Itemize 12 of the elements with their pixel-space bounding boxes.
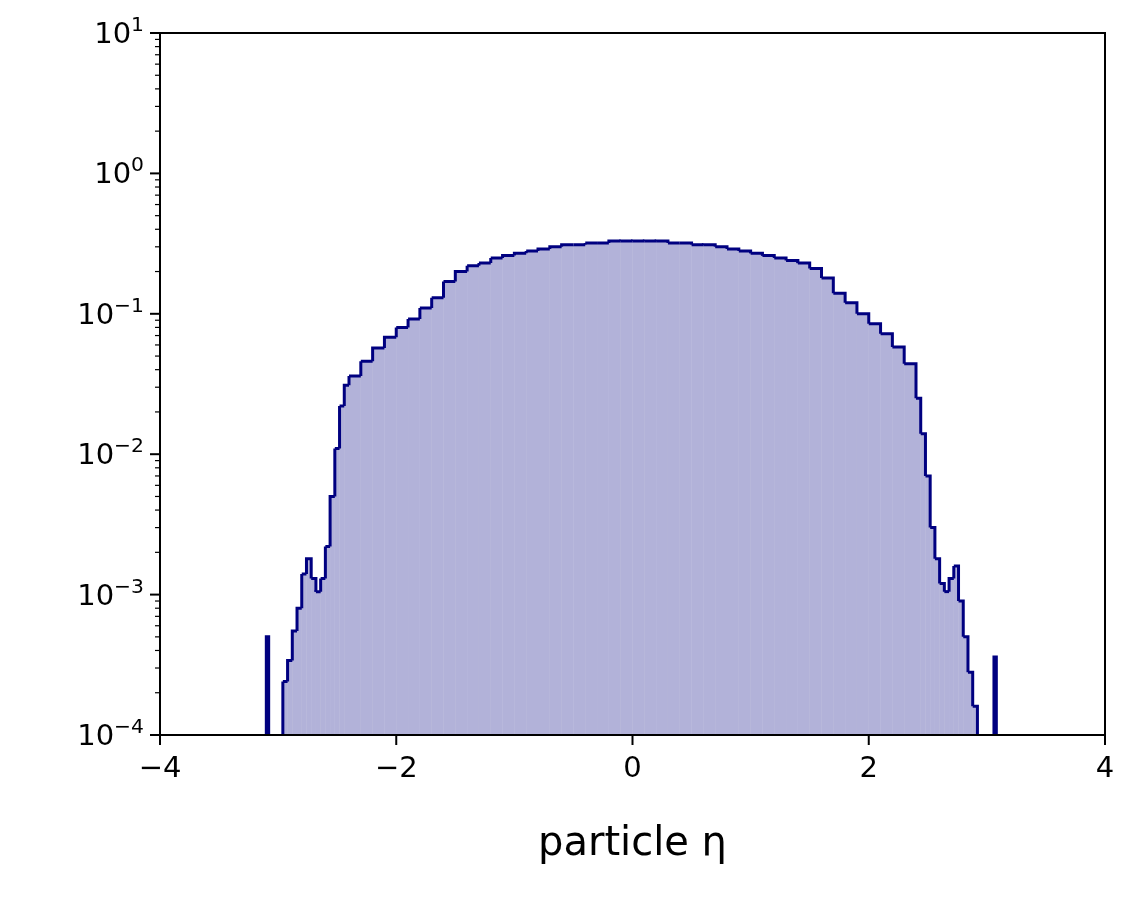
y-tick-label: 10$^{0}$ <box>94 152 144 191</box>
y-tick-label: 10$^{−4}$ <box>77 714 144 752</box>
y-tick-label: 10$^{−3}$ <box>77 573 144 612</box>
y-tick-label: 10$^{−1}$ <box>77 292 144 331</box>
x-tick-label: 4 <box>1095 750 1115 784</box>
x-tick-label: 2 <box>859 750 878 784</box>
x-tick-label: 0 <box>623 750 642 784</box>
x-tick-label: −2 <box>374 750 418 784</box>
x-tick-label: −4 <box>138 750 182 784</box>
y-tick-label: 10$^{1}$ <box>94 12 144 50</box>
x-axis-title: particle η <box>538 818 727 864</box>
y-tick-label: 10$^{−2}$ <box>77 433 144 472</box>
